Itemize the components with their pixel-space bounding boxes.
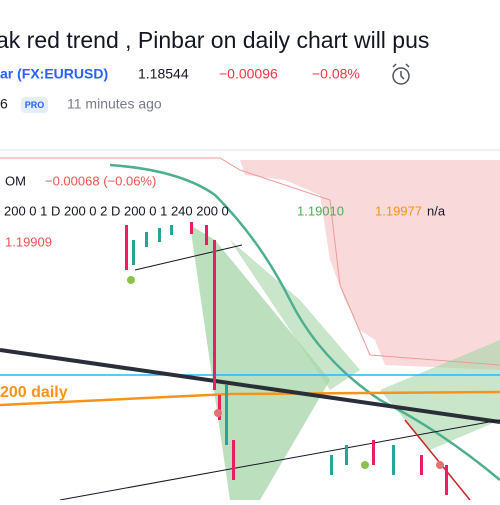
- marker: [214, 409, 222, 417]
- support-line-2: [59, 419, 500, 501]
- cloud-green-2: [230, 240, 360, 390]
- candles: [125, 222, 448, 495]
- legend-symbol: OM: [5, 173, 26, 188]
- support-line: [134, 244, 243, 271]
- span-line: [0, 157, 500, 366]
- cloud-green-3: [380, 340, 500, 450]
- legend-change: −0.00068 (−0.06%): [45, 173, 156, 188]
- indicator-value-red: 1.19909: [5, 234, 52, 249]
- symbol-link[interactable]: ar (FX:EURUSD): [0, 66, 108, 82]
- change-percent: −0.08%: [312, 66, 360, 82]
- down-line: [404, 419, 471, 501]
- time: 11 minutes ago: [67, 96, 162, 112]
- indicator-params: 200 0 1 D 200 0 2 D 200 0 1 240 200 0: [4, 203, 229, 218]
- price: 1.18544: [138, 66, 189, 82]
- idea-title: ak red trend , Pinbar on daily chart wil…: [0, 27, 429, 53]
- pro-badge: PRO: [25, 100, 45, 110]
- ma-200-line: [0, 390, 500, 407]
- trend-line: [0, 348, 500, 424]
- marker: [127, 276, 135, 284]
- chart: [0, 157, 500, 501]
- indicator-value-orange: 1.19977: [375, 203, 422, 218]
- author[interactable]: 6: [0, 96, 8, 112]
- marker: [436, 461, 444, 469]
- indicator-value-na: n/a: [427, 203, 446, 218]
- marker: [361, 461, 369, 469]
- ma-line: [109, 163, 500, 481]
- cloud-red: [225, 160, 500, 370]
- badge-bg: [21, 97, 48, 113]
- change: −0.00096: [219, 66, 278, 82]
- indicator-value-green: 1.19010: [297, 203, 344, 218]
- clock-icon[interactable]: [392, 63, 410, 85]
- ma-label: 200 daily: [0, 384, 68, 401]
